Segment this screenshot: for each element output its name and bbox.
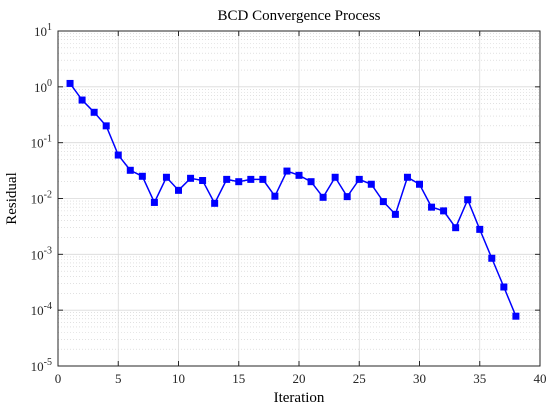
x-tick-label: 25 — [353, 371, 366, 386]
x-tick-label: 15 — [232, 371, 245, 386]
data-point-marker — [283, 167, 291, 175]
x-tick-label: 30 — [413, 371, 426, 386]
x-axis-label: Iteration — [274, 390, 325, 406]
data-point-marker — [150, 198, 158, 206]
y-axis-label: Residual — [4, 172, 20, 225]
data-point-marker — [464, 196, 472, 204]
data-point-marker — [114, 151, 122, 159]
data-point-marker — [512, 312, 520, 320]
data-point-marker — [488, 254, 496, 262]
x-tick-label: 35 — [473, 371, 486, 386]
data-point-marker — [259, 175, 267, 183]
data-point-marker — [452, 224, 460, 232]
x-tick-label: 10 — [172, 371, 185, 386]
data-point-marker — [138, 172, 146, 180]
data-point-marker — [162, 173, 170, 181]
data-point-marker — [416, 180, 423, 188]
data-point-marker — [403, 173, 411, 181]
data-point-marker — [440, 207, 448, 215]
data-point-marker — [223, 175, 231, 183]
data-point-marker — [355, 175, 363, 183]
data-point-marker — [367, 180, 375, 188]
data-point-marker — [211, 199, 219, 207]
data-point-marker — [331, 173, 339, 181]
data-point-marker — [319, 193, 327, 201]
data-point-marker — [199, 177, 207, 185]
chart-title: BCD Convergence Process — [217, 8, 380, 24]
data-point-marker — [175, 186, 182, 194]
x-tick-label: 20 — [293, 371, 306, 386]
data-point-marker — [90, 108, 98, 116]
data-point-marker — [428, 203, 436, 211]
x-tick-label: 40 — [534, 371, 547, 386]
major-grid — [58, 31, 540, 366]
data-point-marker — [102, 122, 110, 130]
data-point-marker — [379, 198, 387, 206]
data-point-marker — [476, 225, 484, 233]
data-point-marker — [295, 171, 303, 179]
data-point-marker — [391, 210, 399, 218]
x-tick-label: 5 — [115, 371, 122, 386]
data-point-marker — [343, 193, 351, 201]
x-axis-ticks: 0 5 10 15 20 25 30 35 40 — [55, 31, 547, 386]
series-layer — [66, 79, 520, 320]
data-point-marker — [307, 178, 315, 186]
data-point-marker — [66, 79, 74, 87]
data-point-marker — [187, 174, 195, 182]
data-point-marker — [247, 175, 255, 183]
data-point-marker — [126, 166, 134, 174]
data-point-marker — [78, 96, 86, 104]
x-tick-label: 0 — [55, 371, 62, 386]
data-point-marker — [235, 178, 243, 186]
data-point-marker — [271, 192, 279, 200]
data-point-marker — [500, 283, 508, 291]
